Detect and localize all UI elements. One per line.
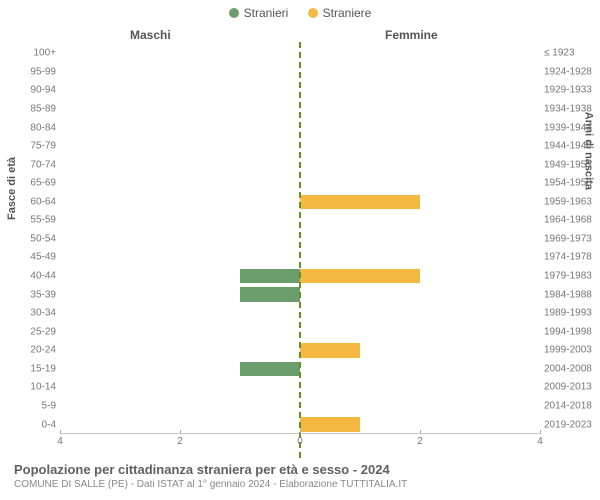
x-tick-label: 4	[537, 436, 543, 447]
age-label: 100+	[16, 48, 56, 59]
birth-year-label: 2014-2018	[544, 400, 598, 411]
birth-year-label: 1974-1978	[544, 252, 598, 263]
x-tick-mark	[180, 430, 181, 434]
birth-year-label: 1999-2003	[544, 345, 598, 356]
birth-year-label: ≤ 1923	[544, 48, 598, 59]
birth-year-label: 1989-1993	[544, 308, 598, 319]
column-header-male: Maschi	[130, 28, 171, 42]
legend-item-female: Straniere	[308, 6, 372, 20]
legend-item-male: Stranieri	[229, 6, 289, 20]
birth-year-label: 1949-1953	[544, 159, 598, 170]
x-tick-mark	[540, 430, 541, 434]
bar-female	[300, 195, 420, 210]
age-label: 20-24	[16, 345, 56, 356]
age-label: 70-74	[16, 159, 56, 170]
bar-male	[240, 362, 300, 377]
birth-year-label: 1979-1983	[544, 271, 598, 282]
birth-year-label: 2019-2023	[544, 419, 598, 430]
plot-area: 100+≤ 192395-991924-192890-941929-193385…	[60, 44, 540, 434]
birth-year-label: 1924-1928	[544, 66, 598, 77]
x-tick-mark	[420, 430, 421, 434]
birth-year-label: 1939-1943	[544, 122, 598, 133]
birth-year-label: 2009-2013	[544, 382, 598, 393]
birth-year-label: 1984-1988	[544, 289, 598, 300]
bar-male	[240, 269, 300, 284]
x-tick-label: 0	[297, 436, 303, 447]
age-label: 55-59	[16, 215, 56, 226]
bar-male	[240, 287, 300, 302]
x-tick-mark	[60, 430, 61, 434]
age-label: 5-9	[16, 400, 56, 411]
x-tick-label: 4	[57, 436, 63, 447]
age-label: 30-34	[16, 308, 56, 319]
column-header-female: Femmine	[385, 28, 438, 42]
legend-label-male: Stranieri	[244, 6, 289, 20]
bar-female	[300, 269, 420, 284]
age-label: 75-79	[16, 141, 56, 152]
birth-year-label: 1969-1973	[544, 233, 598, 244]
x-axis: 4 2 0 2 4	[60, 434, 540, 454]
birth-year-label: 1959-1963	[544, 196, 598, 207]
age-label: 25-29	[16, 326, 56, 337]
footer: Popolazione per cittadinanza straniera p…	[14, 462, 586, 490]
age-label: 85-89	[16, 103, 56, 114]
footer-subtitle: COMUNE DI SALLE (PE) - Dati ISTAT al 1° …	[14, 479, 586, 490]
legend-swatch-male	[229, 8, 239, 18]
bar-female	[300, 343, 360, 358]
age-label: 10-14	[16, 382, 56, 393]
legend-swatch-female	[308, 8, 318, 18]
chart-container: Stranieri Straniere Maschi Femmine Fasce…	[0, 0, 600, 500]
birth-year-label: 1954-1958	[544, 178, 598, 189]
legend: Stranieri Straniere	[0, 6, 600, 21]
birth-year-label: 1929-1933	[544, 85, 598, 96]
center-line	[299, 42, 301, 458]
age-label: 60-64	[16, 196, 56, 207]
x-tick-mark	[300, 430, 301, 434]
legend-label-female: Straniere	[323, 6, 372, 20]
age-label: 80-84	[16, 122, 56, 133]
age-label: 15-19	[16, 363, 56, 374]
age-label: 0-4	[16, 419, 56, 430]
age-label: 35-39	[16, 289, 56, 300]
birth-year-label: 2004-2008	[544, 363, 598, 374]
footer-title: Popolazione per cittadinanza straniera p…	[14, 462, 586, 477]
age-label: 45-49	[16, 252, 56, 263]
age-label: 95-99	[16, 66, 56, 77]
age-label: 40-44	[16, 271, 56, 282]
age-label: 50-54	[16, 233, 56, 244]
birth-year-label: 1934-1938	[544, 103, 598, 114]
x-tick-label: 2	[417, 436, 423, 447]
age-label: 90-94	[16, 85, 56, 96]
birth-year-label: 1994-1998	[544, 326, 598, 337]
birth-year-label: 1944-1948	[544, 141, 598, 152]
birth-year-label: 1964-1968	[544, 215, 598, 226]
age-label: 65-69	[16, 178, 56, 189]
x-tick-label: 2	[177, 436, 183, 447]
bar-female	[300, 417, 360, 432]
